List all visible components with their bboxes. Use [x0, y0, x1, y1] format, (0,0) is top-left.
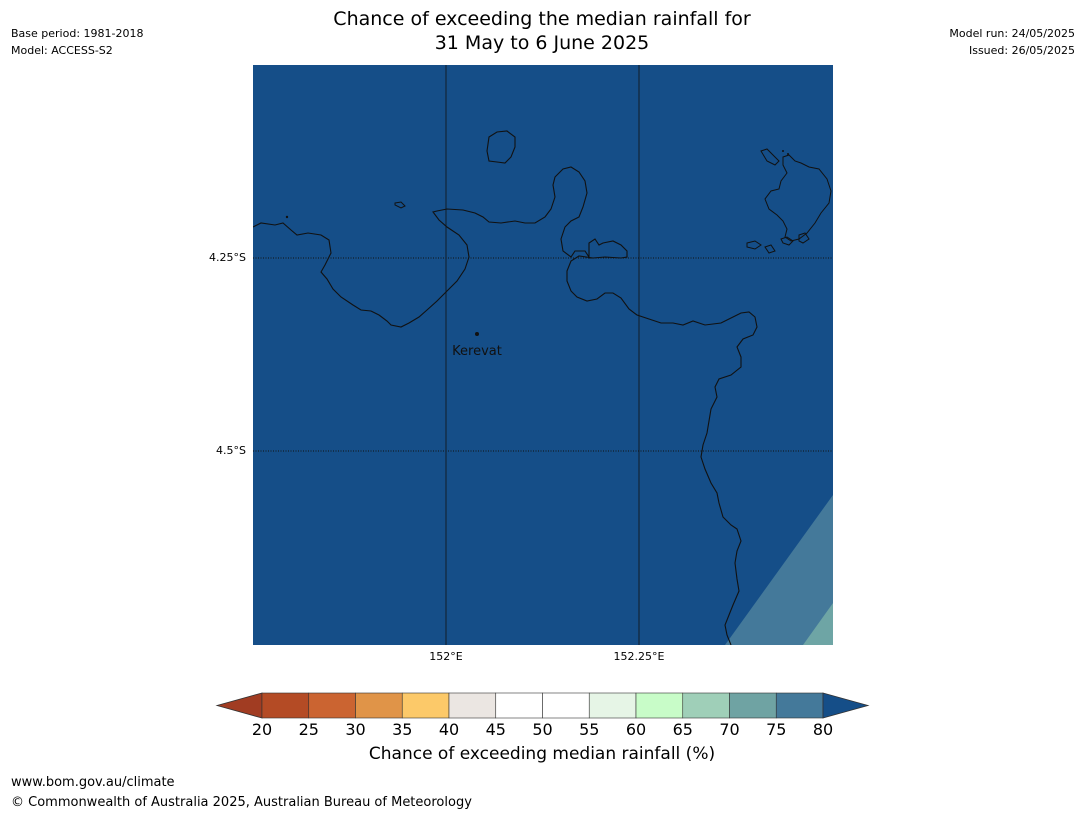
title-line-1: Chance of exceeding the median rainfall … — [333, 8, 751, 30]
lat-label-4-25: 4.25°S — [209, 251, 246, 264]
colorbar-tick-70: 70 — [719, 720, 740, 739]
footer-url: www.bom.gov.au/climate — [11, 775, 175, 790]
colorbar-tick-60: 60 — [625, 720, 647, 739]
kerevat-marker — [475, 332, 479, 336]
coastline-islet-west — [394, 201, 406, 209]
colorbar-segment-45-50 — [495, 692, 543, 719]
probability-band-65-70 — [803, 603, 833, 645]
colorbar — [215, 692, 870, 719]
probability-band-70-75 — [725, 495, 833, 645]
colorbar-segment-75-80 — [775, 692, 824, 719]
colorbar-tick-65: 65 — [672, 720, 693, 739]
colorbar-segments — [215, 692, 870, 719]
title-line-2: 31 May to 6 June 2025 — [434, 32, 650, 54]
base-period-text: Base period: 1981-2018 — [11, 27, 144, 40]
coastline-island-north — [486, 130, 516, 164]
map-base-fill — [253, 65, 833, 645]
colorbar-over-triangle — [822, 692, 870, 719]
colorbar-tick-35: 35 — [392, 720, 413, 739]
colorbar-tick-40: 40 — [438, 720, 460, 739]
meta-left: Base period: 1981-2018 Model: ACCESS-S2 — [11, 25, 143, 59]
colorbar-tick-55: 55 — [579, 720, 600, 739]
colorbar-segment-25-30 — [308, 692, 356, 719]
colorbar-tick-30: 30 — [345, 720, 366, 739]
colorbar-tick-50: 50 — [532, 720, 553, 739]
colorbar-under-triangle — [215, 692, 263, 719]
coastline-islands-east — [746, 148, 832, 254]
colorbar-tick-80: 80 — [812, 720, 834, 739]
model-run-text: Model run: 24/05/2025 — [949, 27, 1075, 40]
rainfall-map: Kerevat — [253, 65, 833, 645]
islet-dot-east-1 — [782, 150, 784, 152]
colorbar-segment-20-25 — [261, 692, 310, 719]
colorbar-tick-25: 25 — [298, 720, 319, 739]
colorbar-tick-45: 45 — [485, 720, 506, 739]
lon-label-152-25: 152.25°E — [613, 650, 665, 663]
issued-text: Issued: 26/05/2025 — [968, 44, 1075, 57]
coastline-mainland — [253, 166, 758, 645]
colorbar-segment-55-60 — [588, 692, 637, 719]
footer-copyright: © Commonwealth of Australia 2025, Austra… — [11, 795, 472, 810]
colorbar-tick-20: 20 — [251, 720, 273, 739]
lon-label-152: 152°E — [429, 650, 463, 663]
model-text: Model: ACCESS-S2 — [11, 44, 113, 57]
colorbar-tick-75: 75 — [766, 720, 787, 739]
meta-right: Model run: 24/05/2025 Issued: 26/05/2025 — [949, 25, 1075, 59]
colorbar-label: Chance of exceeding median rainfall (%) — [368, 744, 716, 764]
colorbar-segment-30-35 — [355, 692, 403, 719]
colorbar-segment-60-65 — [635, 692, 684, 719]
colorbar-segment-35-40 — [401, 692, 450, 719]
islet-dot — [285, 215, 289, 219]
colorbar-segment-50-55 — [542, 692, 590, 719]
colorbar-segment-40-45 — [448, 692, 497, 719]
map-title: Chance of exceeding the median rainfall … — [242, 7, 842, 55]
lat-label-4-5: 4.5°S — [216, 444, 246, 457]
colorbar-segment-65-70 — [682, 692, 730, 719]
colorbar-segment-70-75 — [729, 692, 777, 719]
islet-dot-east-2 — [787, 153, 789, 155]
kerevat-label: Kerevat — [452, 344, 502, 359]
